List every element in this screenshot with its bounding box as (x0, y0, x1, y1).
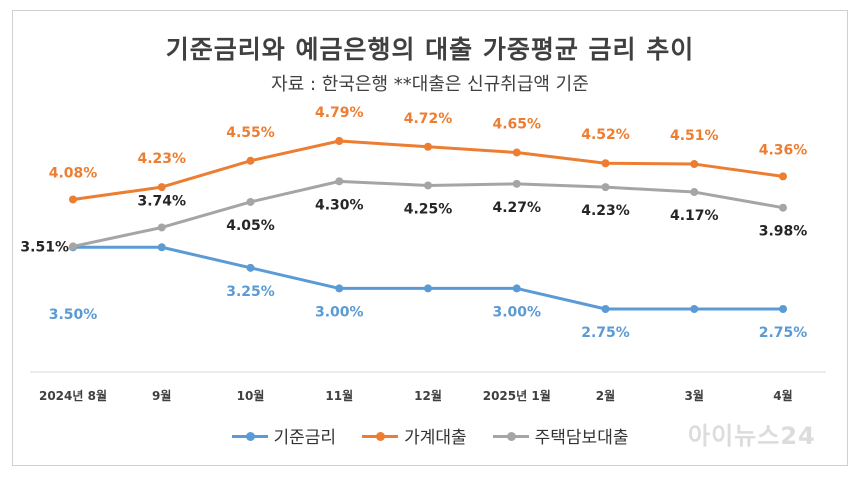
data-label: 4.79% (315, 105, 364, 121)
legend-swatch (492, 429, 529, 443)
x-tick-label: 4월 (773, 388, 792, 403)
data-point (512, 148, 521, 157)
data-label: 4.36% (759, 142, 808, 158)
data-label: 2.75% (581, 325, 630, 341)
data-label: 4.55% (226, 125, 275, 141)
data-label: 3.98% (759, 224, 808, 240)
data-point (690, 305, 699, 313)
legend-label: 가계대출 (404, 428, 467, 448)
chart-legend: 기준금리 가계대출 주택담보대출 (0, 423, 860, 448)
data-label: 4.72% (404, 111, 453, 127)
data-point (601, 305, 610, 313)
data-label: 3.50% (49, 307, 98, 323)
data-point (335, 284, 344, 293)
legend-item-mortgage-loan: 주택담보대출 (492, 423, 629, 448)
data-label: 4.51% (670, 128, 719, 144)
data-point (69, 195, 77, 204)
chart-subtitle: 자료 : 한국은행 **대출은 신규취급액 기준 (271, 74, 589, 95)
data-point (424, 284, 432, 293)
data-point (246, 263, 255, 272)
data-point (424, 181, 432, 190)
series-line (73, 245, 783, 311)
data-point (512, 179, 521, 188)
data-point (601, 183, 610, 192)
data-label: 3.25% (226, 284, 275, 300)
data-label: 4.30% (315, 197, 364, 213)
data-point (157, 183, 166, 192)
legend-swatch (231, 429, 268, 443)
x-tick-label: 11월 (325, 388, 353, 403)
x-tick-label: 10월 (237, 388, 265, 403)
data-point (512, 284, 521, 293)
data-point (157, 243, 166, 252)
x-tick-label: 12월 (414, 388, 442, 403)
data-label: 4.08% (49, 165, 98, 181)
data-label: 3.00% (315, 304, 364, 320)
data-label: 2.75% (759, 325, 808, 341)
x-tick-label: 2월 (596, 388, 615, 403)
data-point (335, 137, 344, 145)
data-point (157, 223, 166, 232)
data-point (424, 142, 432, 151)
x-tick-label: 2025년 1월 (483, 388, 551, 403)
watermark-logo: 아이뉴스24 (688, 422, 816, 450)
data-label: 4.25% (404, 201, 453, 217)
legend-item-household-loan: 가계대출 (362, 423, 467, 448)
chart-title: 기준금리와 예금은행의 대출 가중평균 금리 추이 (165, 35, 695, 64)
x-tick-label: 3월 (685, 388, 704, 403)
x-tick-label: 9월 (152, 388, 171, 403)
data-label: 4.65% (492, 117, 541, 133)
data-point (246, 197, 255, 206)
data-point (779, 172, 787, 181)
data-point (690, 188, 699, 197)
x-tick-label: 2024년 8월 (39, 388, 107, 403)
data-point (246, 156, 255, 165)
data-label: 4.27% (492, 200, 541, 216)
data-label: 4.23% (581, 203, 630, 219)
data-point (779, 305, 787, 313)
legend-label: 기준금리 (273, 428, 337, 448)
data-point (690, 160, 699, 169)
data-label: 3.51% (20, 239, 69, 255)
chart-frame (12, 10, 848, 466)
data-label: 4.05% (226, 218, 275, 234)
data-label: 4.17% (670, 208, 719, 224)
data-point (335, 177, 344, 186)
legend-swatch (362, 429, 399, 443)
data-label: 3.74% (137, 193, 186, 209)
legend-item-base-rate: 기준금리 (231, 423, 337, 448)
data-label: 4.23% (137, 151, 186, 167)
data-label: 3.00% (492, 304, 541, 320)
data-point (69, 242, 77, 251)
legend-label: 주택담보대출 (534, 428, 629, 448)
data-point (601, 159, 610, 168)
data-label: 4.52% (581, 127, 630, 143)
data-point (779, 203, 787, 212)
